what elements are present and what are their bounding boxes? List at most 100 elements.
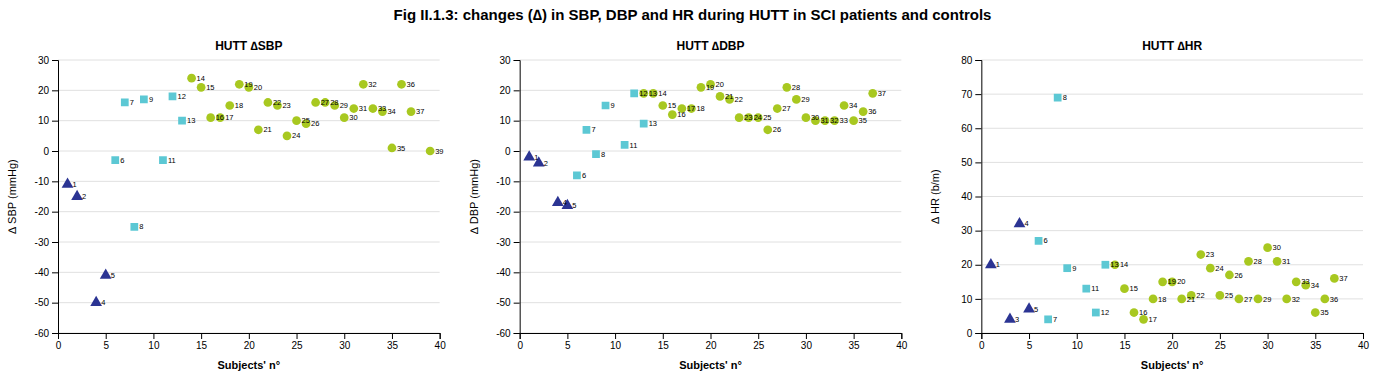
tick: 70 xyxy=(961,89,981,100)
tick-label: 20 xyxy=(1167,340,1179,351)
point-label: 12 xyxy=(1101,308,1109,317)
point-label: 18 xyxy=(235,101,243,110)
tick: 30 xyxy=(339,333,351,351)
grid-line xyxy=(520,181,902,182)
tick-label: 30 xyxy=(339,340,351,351)
series-labels: 8 xyxy=(1063,93,1067,102)
tick-mark xyxy=(52,60,58,61)
tick-label: -30 xyxy=(496,237,511,248)
point xyxy=(658,101,667,110)
tick-mark xyxy=(975,333,981,334)
point-label: 27 xyxy=(782,104,790,113)
tick-label: 20 xyxy=(38,85,50,96)
point xyxy=(1273,257,1282,266)
series xyxy=(523,150,573,209)
point-label: 31 xyxy=(359,104,367,113)
point-label: 13 xyxy=(649,119,657,128)
point-label: 2 xyxy=(544,159,548,168)
tick: 15 xyxy=(658,333,670,351)
point-label: 16 xyxy=(1139,308,1147,317)
tick: 0 xyxy=(505,146,520,157)
tick-mark xyxy=(975,265,981,266)
point-label: 22 xyxy=(273,98,281,107)
point-label: 21 xyxy=(725,92,733,101)
tick-mark xyxy=(615,333,616,339)
tick-mark xyxy=(567,333,568,339)
point xyxy=(1092,309,1100,317)
grid-line xyxy=(981,162,1363,163)
tick: 20 xyxy=(244,333,256,351)
point-label: 2 xyxy=(82,192,86,201)
point xyxy=(1225,271,1234,280)
x-axis-title: Subjects' n° xyxy=(218,359,281,371)
tick-label: 40 xyxy=(961,191,973,202)
point-label: 28 xyxy=(330,98,338,107)
y-axis-title: ∆ SBP (mmHg) xyxy=(6,159,18,233)
point-label: 25 xyxy=(1225,291,1233,300)
point xyxy=(292,116,301,125)
point xyxy=(1102,261,1110,269)
figure-title: Fig II.1.3: changes (∆) in SBP, DBP and … xyxy=(394,6,992,23)
point xyxy=(1044,315,1052,323)
tick-mark xyxy=(514,303,520,304)
point-label: 29 xyxy=(1263,295,1271,304)
series xyxy=(1054,94,1062,102)
tick: 10 xyxy=(500,115,520,126)
point-label: 17 xyxy=(225,113,233,122)
point-label: 7 xyxy=(130,98,134,107)
tick-label: 10 xyxy=(961,294,973,305)
point xyxy=(716,92,725,101)
x-axis-title: Subjects' n° xyxy=(1141,359,1204,371)
tick: 20 xyxy=(38,85,58,96)
series xyxy=(573,89,648,179)
tick-mark xyxy=(1029,333,1030,339)
point xyxy=(592,150,600,158)
tick: 20 xyxy=(961,259,981,270)
tick: 10 xyxy=(38,115,58,126)
grid-line xyxy=(58,60,440,61)
point xyxy=(687,104,696,113)
tick: 35 xyxy=(387,333,399,351)
tick-label: 0 xyxy=(505,146,511,157)
series xyxy=(62,178,112,306)
point-label: 34 xyxy=(1311,281,1319,290)
point-label: 34 xyxy=(849,101,857,110)
subplot-title: HUTT ∆DBP xyxy=(676,39,744,53)
tick: 15 xyxy=(196,333,208,351)
point-label: 27 xyxy=(1244,295,1252,304)
tick-label: 10 xyxy=(148,340,160,351)
tick-mark xyxy=(975,197,981,198)
tick-label: 40 xyxy=(435,340,447,351)
tick-mark xyxy=(52,181,58,182)
point xyxy=(388,144,397,153)
tick: -60 xyxy=(35,328,58,339)
tick-label: 25 xyxy=(753,340,765,351)
point xyxy=(1235,295,1244,304)
axis-domain xyxy=(520,334,902,340)
point xyxy=(254,125,263,134)
point-label: 29 xyxy=(801,95,809,104)
point-label: 7 xyxy=(1053,315,1057,324)
tick-mark xyxy=(975,94,981,95)
point-label: 22 xyxy=(1196,291,1204,300)
tick-mark xyxy=(249,333,250,339)
subplot-title: HUTT ∆SBP xyxy=(215,39,282,53)
tick-mark xyxy=(153,333,154,339)
point xyxy=(649,89,658,98)
point-label: 30 xyxy=(1273,243,1281,252)
tick: -20 xyxy=(35,206,58,217)
point xyxy=(840,101,849,110)
panel: 0510152025303540010203040506070801345679… xyxy=(929,39,1369,371)
series xyxy=(187,74,434,156)
tick-label: -50 xyxy=(496,297,511,308)
point-label: 28 xyxy=(1254,257,1262,266)
tick-label: 5 xyxy=(1027,340,1033,351)
point xyxy=(187,74,196,83)
tick-mark xyxy=(806,333,807,339)
tick-mark xyxy=(1077,333,1078,339)
marks xyxy=(523,80,877,209)
tick: 5 xyxy=(1027,333,1033,351)
point-label: 8 xyxy=(601,150,605,159)
tick: 20 xyxy=(705,333,717,351)
tick-label: 0 xyxy=(56,340,62,351)
